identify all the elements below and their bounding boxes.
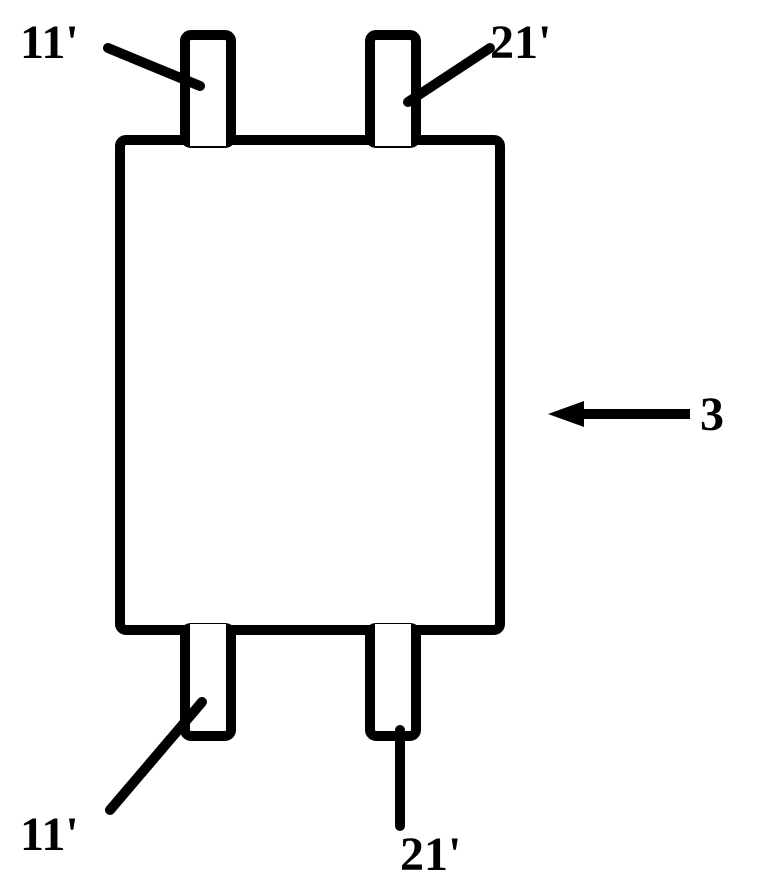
label-bottom-right: 21' xyxy=(400,828,461,881)
mask-bottom-right xyxy=(375,624,411,636)
tab-top-right xyxy=(370,35,416,143)
label-top-right: 21' xyxy=(490,16,551,69)
tab-top-left xyxy=(185,35,231,143)
mask-bottom-left xyxy=(190,624,226,636)
body-rect xyxy=(120,140,500,630)
label-bottom-left: 11' xyxy=(20,808,79,861)
leader-bottom-left xyxy=(110,702,202,810)
mask-top-left xyxy=(190,134,226,146)
label-right: 3 xyxy=(700,388,724,441)
mask-top-right xyxy=(375,134,411,146)
diagram-svg: 11' 21' 11' 21' 3 xyxy=(0,0,774,883)
label-top-left: 11' xyxy=(20,16,79,69)
tab-bottom-right xyxy=(370,628,416,736)
arrow-head xyxy=(548,401,584,427)
